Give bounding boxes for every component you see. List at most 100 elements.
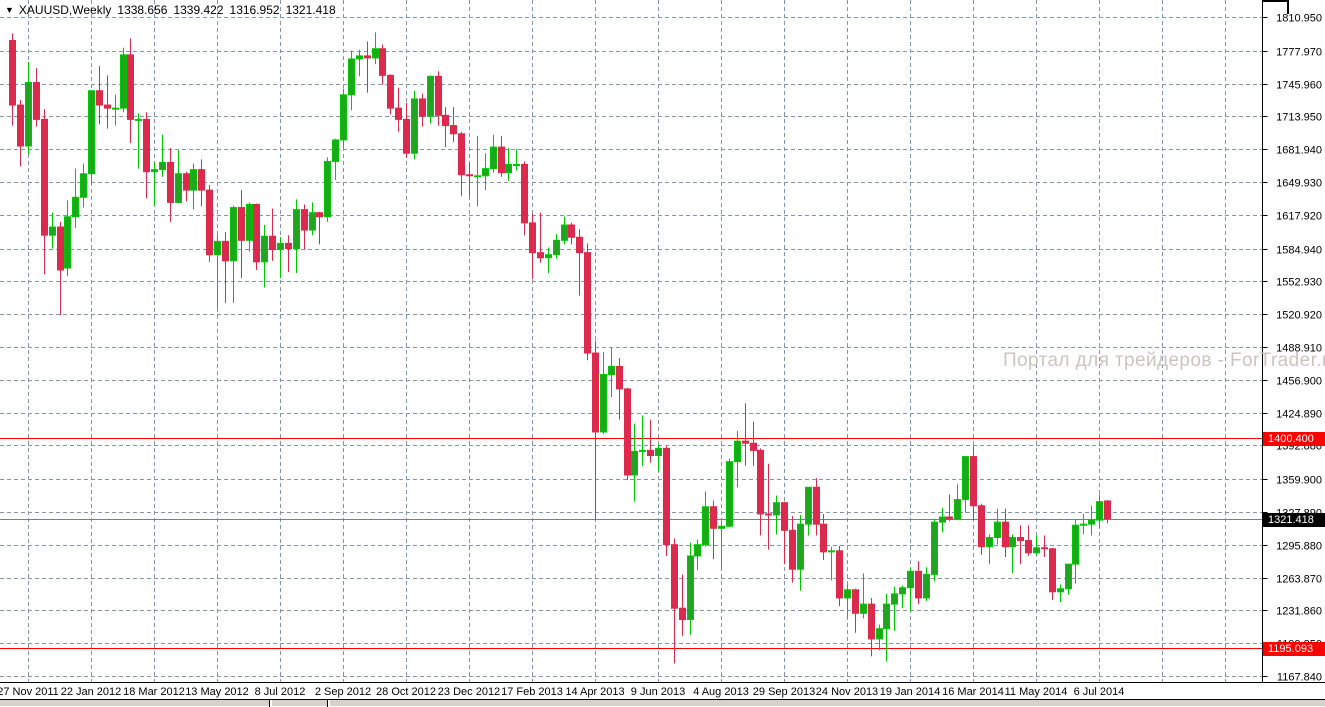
candle-body [797,523,804,570]
candle-body [1104,500,1111,520]
candle-body [773,502,780,516]
y-axis-label: 1359.900 [1276,475,1322,487]
chart-shift-marker[interactable] [1262,0,1289,14]
y-axis-label: 1649.930 [1276,178,1322,190]
candle-body [183,173,190,191]
x-axis-label: 28 Oct 2012 [376,686,436,698]
candle-body [1025,540,1032,554]
candle-body [820,523,827,553]
candle-body [805,486,812,525]
y-axis-label: 1424.890 [1276,409,1322,421]
collapse-triangle-icon[interactable]: ▼ [5,5,14,15]
candle-body [277,242,284,251]
candle-body [671,544,678,609]
candle-body [482,168,489,177]
x-axis-label: 13 May 2012 [185,686,249,698]
x-axis-label: 9 Jun 2013 [631,686,685,698]
candle-body [411,98,418,154]
candle-body [883,603,890,630]
candle-body [545,254,552,259]
candle-body [356,55,363,60]
candle-body [742,440,749,444]
candle-body [757,449,764,515]
candle-body [939,516,946,523]
candle-body [151,169,158,173]
candle-body [844,589,851,599]
x-axis-label: 22 Jan 2012 [61,686,122,698]
candle-body [458,133,465,176]
candle-body [340,94,347,141]
open-value: 1338.656 [117,3,168,17]
candle-body [17,104,24,147]
candle-body [348,58,355,96]
x-axis-label: 18 Mar 2012 [123,686,185,698]
candle-body [954,499,961,520]
candle-body [96,90,103,106]
candle-body [616,365,623,390]
candle-body [907,570,914,589]
watermark: Портал для трейдеров - ForTrader.ru [1003,350,1325,371]
candle-body [316,212,323,218]
candle-body [159,161,166,171]
candle-body [1049,548,1056,593]
horizontal-scrollbar[interactable] [0,699,1325,707]
candle-body [285,242,292,250]
candle-body [498,146,505,174]
candle-body [1096,501,1103,521]
candle-body [765,513,772,516]
candle-body [190,169,197,191]
y-axis-label: 1810.950 [1276,13,1322,25]
candle-body [246,203,253,241]
candle-body [750,442,757,451]
candle-body [962,456,969,501]
candle-body [813,486,820,525]
candle-body [986,537,993,548]
candle-body [600,374,607,433]
candle-body [718,525,725,529]
candle-body [175,173,182,203]
candle-body [710,506,717,529]
candle-body [419,98,426,117]
candle-body [120,54,127,109]
candle-body [253,203,260,263]
candle-body [33,82,40,120]
hline-price-tag-support: 1195.093 [1263,641,1325,656]
candle-body [513,164,520,167]
candle-body [1009,537,1016,548]
hline-price-tag-resistance: 1400.400 [1263,431,1325,446]
candle-body [584,252,591,354]
candle-body [387,74,394,109]
x-axis-label: 23 Dec 2012 [438,686,500,698]
candle-body [1033,547,1040,554]
chart-header: ▼ XAUUSD,Weekly 1338.656 1339.422 1316.9… [5,3,342,17]
y-axis-label: 1713.950 [1276,112,1322,124]
candle-body [679,607,686,620]
candle-body [836,550,843,599]
candle-body [1065,563,1072,590]
candle-body [198,169,205,191]
candle-body [852,589,859,614]
candle-body [1080,523,1087,526]
candle-body [72,196,79,218]
x-axis-label: 19 Jan 2014 [880,686,941,698]
candle-body [206,189,213,256]
candle-body [230,207,237,262]
candle-body [915,570,922,599]
candle-body [474,175,481,178]
candle-body [442,114,449,127]
scrollbar-notch [269,700,272,707]
candle-body [450,125,457,135]
candle-body [631,450,638,476]
candle-body [1057,588,1064,593]
candle-body [568,224,575,238]
candle-body [647,449,654,457]
candle-body [828,550,835,553]
candle-body [970,456,977,507]
candle-body [663,447,670,546]
candle-body [608,365,615,376]
candle-body [781,502,788,531]
y-axis-label: 1552.930 [1276,277,1322,289]
candle-body [592,352,599,433]
